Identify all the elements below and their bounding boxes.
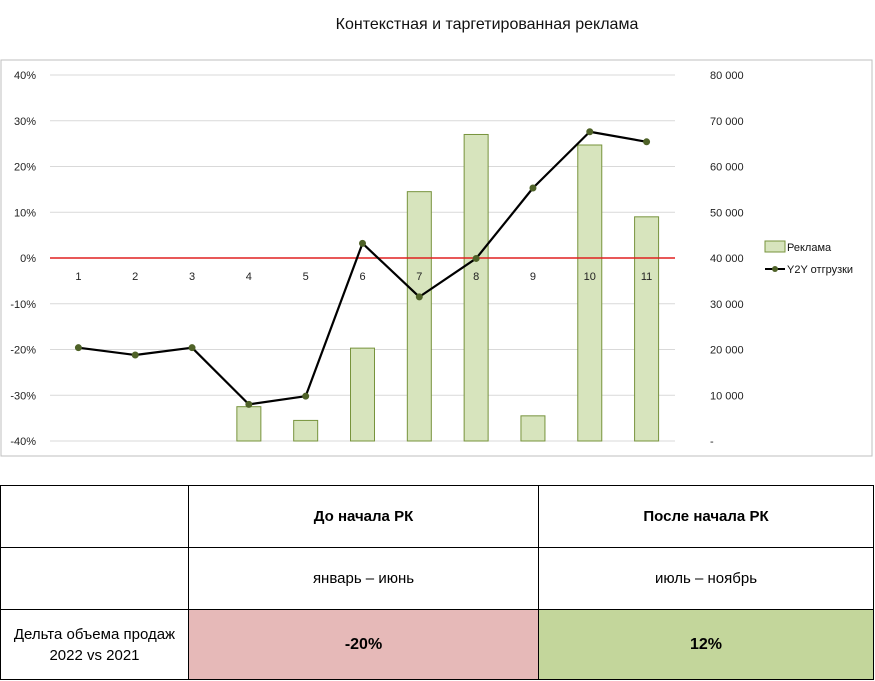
legend-swatch-reklama (764, 240, 786, 253)
point-y2y (74, 344, 82, 352)
left-axis-tick-label: 20% (14, 162, 36, 174)
right-axis-tick-label: 40 000 (710, 253, 744, 265)
left-axis-tick-label: -40% (10, 436, 36, 448)
point-y2y (415, 293, 423, 301)
point-y2y (472, 254, 480, 262)
combo-chart: Контекстная и таргетированная реклама -40… (0, 16, 873, 457)
point-y2y (188, 344, 196, 352)
period-before: январь – июнь (188, 547, 539, 610)
legend-label-y2y: Y2Y отгрузки (787, 264, 853, 276)
bar-reklama (634, 216, 660, 442)
point-y2y (245, 400, 253, 408)
right-axis-tick-label: 50 000 (710, 207, 744, 219)
legend-marker-y2y (772, 266, 778, 272)
right-axis-tick-label: 10 000 (710, 390, 744, 402)
point-y2y (529, 184, 537, 192)
delta-label-line2: 2022 vs 2021 (49, 646, 140, 664)
delta-row-label: Дельта объема продаж 2022 vs 2021 (0, 609, 189, 680)
bar-reklama (293, 419, 319, 442)
right-axis-tick-label: 60 000 (710, 162, 744, 174)
bar-reklama (577, 144, 603, 442)
right-axis-tick-label: 70 000 (710, 116, 744, 128)
table-periods-row: январь – июнь июль – ноябрь (0, 547, 874, 610)
left-axis-tick-label: 0% (20, 253, 36, 265)
delta-before-value: -20% (188, 609, 539, 680)
right-axis-tick-label: - (710, 436, 714, 448)
point-y2y (359, 239, 366, 247)
left-axis-tick-label: 10% (14, 207, 36, 219)
right-axis-tick-label: 80 000 (710, 70, 744, 82)
period-after: июль – ноябрь (538, 547, 874, 610)
point-y2y (586, 128, 594, 136)
category-tick-label: 2 (132, 271, 138, 283)
delta-label-line1: Дельта объема продаж (13, 625, 176, 643)
chart-svg: Контекстная и таргетированная реклама-40… (0, 16, 873, 457)
bar-reklama (463, 133, 489, 442)
category-tick-label: 9 (530, 271, 536, 283)
right-axis-tick-label: 30 000 (710, 299, 744, 311)
header-empty-cell (0, 485, 189, 548)
category-tick-label: 11 (641, 271, 652, 283)
left-axis-tick-label: 40% (14, 70, 36, 82)
left-axis-tick-label: 30% (14, 116, 36, 128)
delta-after-value: 12% (538, 609, 874, 680)
header-before-campaign: До начала РК (188, 485, 539, 548)
category-tick-label: 6 (359, 271, 365, 283)
category-tick-label: 5 (303, 271, 309, 283)
legend-label-reklama: Реклама (787, 242, 832, 254)
summary-table: До начала РК После начала РК январь – ию… (0, 485, 874, 680)
category-tick-label: 4 (246, 271, 252, 283)
bar-reklama (236, 406, 262, 442)
bar-reklama (406, 191, 432, 442)
table-delta-row: Дельта объема продаж 2022 vs 2021 -20% 1… (0, 609, 874, 680)
right-axis-tick-label: 20 000 (710, 345, 744, 357)
left-axis-tick-label: -10% (10, 299, 36, 311)
header-after-campaign: После начала РК (538, 485, 874, 548)
bar-reklama (520, 415, 546, 442)
bar-reklama (350, 347, 375, 442)
point-y2y (643, 138, 651, 146)
category-tick-label: 8 (473, 271, 479, 283)
periods-empty-cell (0, 547, 189, 610)
left-axis-tick-label: -30% (10, 390, 36, 402)
category-tick-label: 3 (189, 271, 195, 283)
category-tick-label: 7 (416, 271, 422, 283)
table-header-row: До начала РК После начала РК (0, 485, 874, 548)
chart-border (0, 59, 873, 457)
point-y2y (302, 392, 310, 400)
category-tick-label: 1 (75, 271, 81, 283)
left-axis-tick-label: -20% (10, 345, 36, 357)
point-y2y (131, 351, 139, 359)
category-tick-label: 10 (584, 271, 596, 283)
chart-title: Контекстная и таргетированная реклама (336, 16, 639, 33)
